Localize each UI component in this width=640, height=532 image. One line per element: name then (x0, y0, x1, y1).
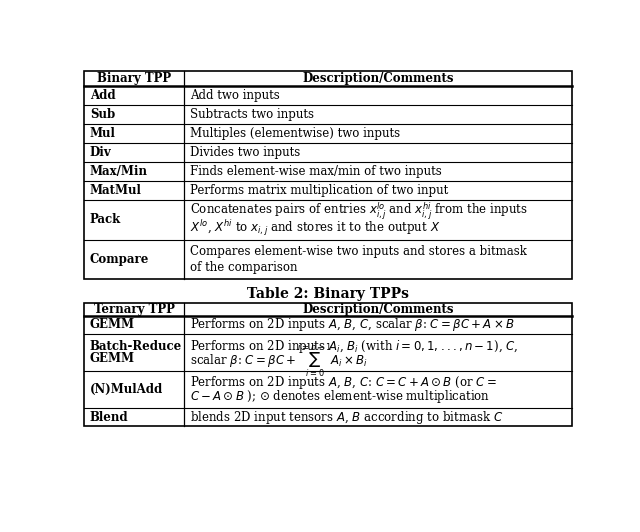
Text: Binary TPP: Binary TPP (97, 72, 171, 85)
Text: Subtracts two inputs: Subtracts two inputs (190, 109, 314, 121)
Text: Performs on 2D inputs $A$, $B$, $C$: $C = C + A \odot B$ (or $C =$: Performs on 2D inputs $A$, $B$, $C$: $C … (190, 373, 497, 390)
Text: Performs on 2D inputs $A_i$, $B_i$ (with $i = 0, 1,..., n-1$), $C$,: Performs on 2D inputs $A_i$, $B_i$ (with… (190, 337, 518, 354)
Text: Ternary TPP: Ternary TPP (93, 303, 175, 316)
Text: Multiples (elementwise) two inputs: Multiples (elementwise) two inputs (190, 127, 400, 140)
Text: GEMM: GEMM (90, 352, 135, 365)
Text: blends 2D input tensors $A$, $B$ according to bitmask $C$: blends 2D input tensors $A$, $B$ accordi… (190, 409, 503, 426)
Text: $C - A \odot B$ ); $\odot$ denotes element-wise multiplication: $C - A \odot B$ ); $\odot$ denotes eleme… (190, 388, 490, 405)
Text: Add two inputs: Add two inputs (190, 89, 280, 102)
Bar (84, 71, 572, 279)
Text: Divides two inputs: Divides two inputs (190, 146, 300, 159)
Text: (N)MulAdd: (N)MulAdd (90, 383, 163, 396)
Text: Sub: Sub (90, 109, 115, 121)
Text: of the comparison: of the comparison (190, 261, 298, 274)
Text: Description/Comments: Description/Comments (302, 72, 454, 85)
Text: Compares element-wise two inputs and stores a bitmask: Compares element-wise two inputs and sto… (190, 245, 527, 258)
Text: GEMM: GEMM (90, 319, 135, 331)
Bar (84, 303, 572, 426)
Text: Description/Comments: Description/Comments (302, 303, 454, 316)
Text: Mul: Mul (90, 127, 116, 140)
Text: MatMul: MatMul (90, 184, 142, 197)
Text: scalar $\beta$: $C = \beta C + \sum_{i=0}^{i=n-1} A_i \times B_i$: scalar $\beta$: $C = \beta C + \sum_{i=0… (190, 342, 368, 379)
Text: Batch-Reduce: Batch-Reduce (90, 340, 182, 353)
Text: Compare: Compare (90, 253, 149, 266)
Text: Performs matrix multiplication of two input: Performs matrix multiplication of two in… (190, 184, 448, 197)
Text: Performs on 2D inputs $A$, $B$, $C$, scalar $\beta$: $C = \beta C + A \times B$: Performs on 2D inputs $A$, $B$, $C$, sca… (190, 317, 515, 334)
Text: Pack: Pack (90, 213, 121, 226)
Text: Concatenates pairs of entries $x_{i,j}^{lo}$ and $x_{i,j}^{hi}$ from the inputs: Concatenates pairs of entries $x_{i,j}^{… (190, 201, 528, 222)
Text: Blend: Blend (90, 411, 129, 423)
Text: $X^{lo}$, $X^{hi}$ to $x_{i,j}$ and stores it to the output $X$: $X^{lo}$, $X^{hi}$ to $x_{i,j}$ and stor… (190, 218, 440, 238)
Text: Max/Min: Max/Min (90, 165, 148, 178)
Text: Add: Add (90, 89, 116, 102)
Text: Finds element-wise max/min of two inputs: Finds element-wise max/min of two inputs (190, 165, 442, 178)
Text: Table 2: Binary TPPs: Table 2: Binary TPPs (247, 287, 409, 301)
Text: Div: Div (90, 146, 111, 159)
